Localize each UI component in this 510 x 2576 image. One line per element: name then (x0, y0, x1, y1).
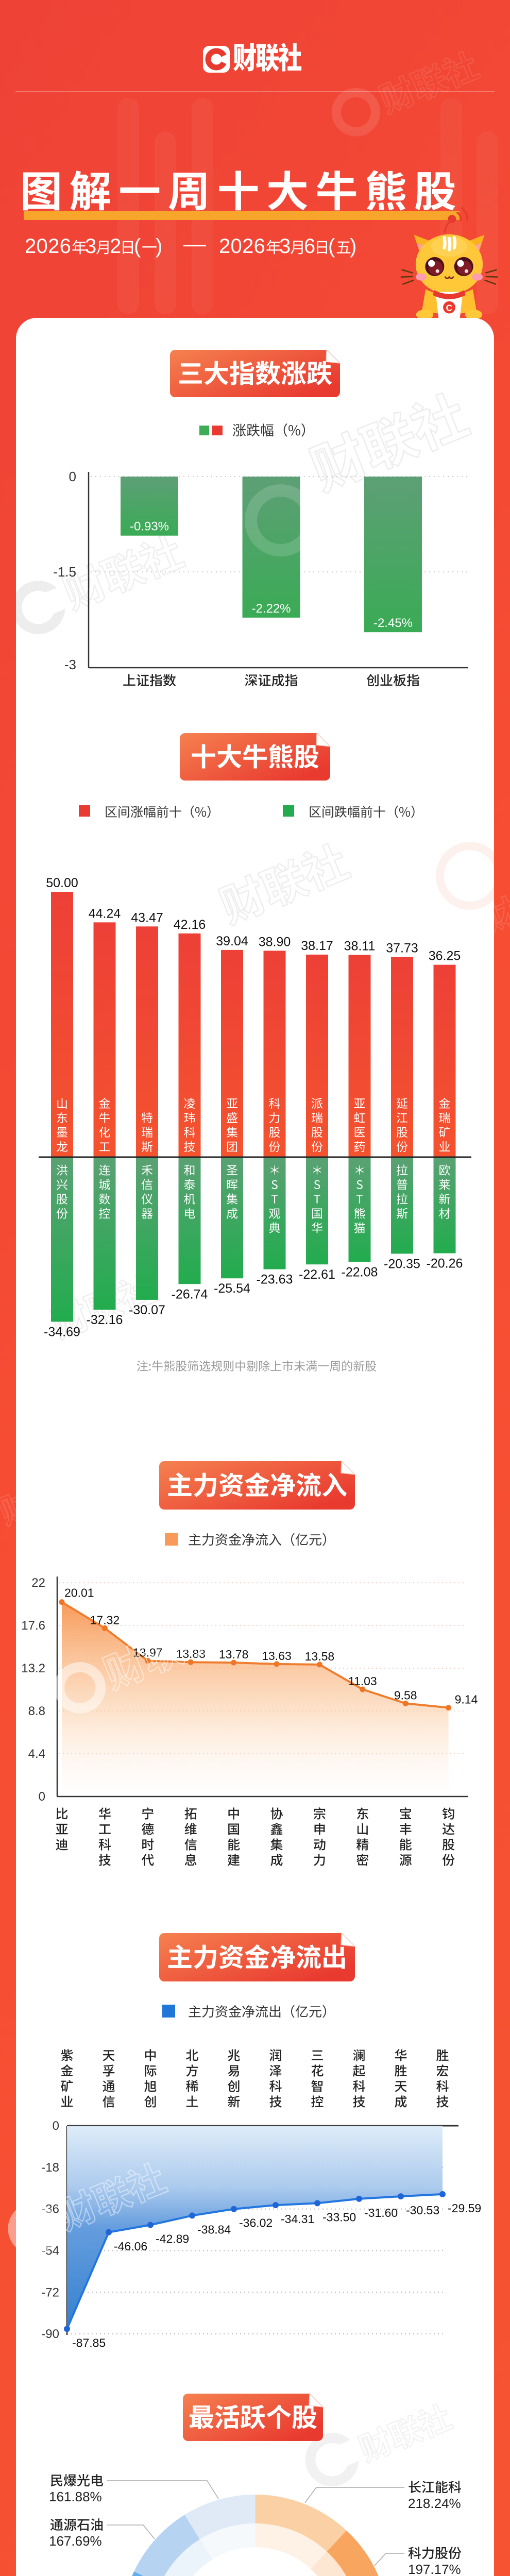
svg-text:-20.35: -20.35 (384, 1257, 420, 1271)
svg-text:-2.45%: -2.45% (373, 616, 413, 630)
svg-text:37.73: 37.73 (386, 941, 418, 955)
svg-text:13.63: 13.63 (262, 1649, 292, 1663)
svg-text:(: ( (134, 235, 141, 258)
svg-text:): ) (350, 235, 356, 258)
svg-text:3: 3 (85, 235, 96, 258)
svg-text:50.00: 50.00 (46, 876, 78, 890)
svg-text:-20.26: -20.26 (427, 1257, 463, 1271)
svg-text:39.04: 39.04 (216, 934, 248, 948)
svg-text:-3: -3 (64, 657, 76, 672)
svg-text:-22.61: -22.61 (299, 1267, 335, 1282)
svg-text:38.17: 38.17 (301, 939, 333, 953)
svg-text:38.11: 38.11 (344, 939, 376, 953)
svg-text:-34.31: -34.31 (281, 2212, 314, 2226)
svg-text:-22.08: -22.08 (342, 1265, 378, 1279)
svg-text:-36.02: -36.02 (239, 2216, 273, 2230)
svg-text:C: C (446, 303, 453, 313)
svg-text:-38.84: -38.84 (197, 2223, 231, 2236)
svg-text:-23.63: -23.63 (257, 1273, 293, 1287)
svg-text:(: ( (328, 235, 335, 258)
svg-text:-29.59: -29.59 (448, 2201, 481, 2215)
svg-text:167.69%: 167.69% (49, 2533, 102, 2549)
svg-text:13.2: 13.2 (21, 1662, 45, 1675)
svg-text:9.14: 9.14 (455, 1693, 478, 1706)
svg-text:-87.85: -87.85 (72, 2336, 106, 2349)
svg-text:0: 0 (69, 469, 76, 484)
svg-text:-0.93%: -0.93% (130, 520, 169, 534)
svg-text:13.78: 13.78 (219, 1648, 249, 1661)
svg-text:2026: 2026 (25, 235, 71, 258)
svg-text:-32.16: -32.16 (87, 1313, 123, 1327)
svg-text:-33.50: -33.50 (322, 2210, 356, 2224)
svg-text:161.88%: 161.88% (49, 2489, 102, 2504)
svg-text:17.6: 17.6 (21, 1619, 45, 1633)
svg-text:-36: -36 (41, 2202, 59, 2216)
svg-text:-26.74: -26.74 (172, 1287, 208, 1301)
svg-text:8.8: 8.8 (28, 1704, 45, 1718)
svg-text:36.25: 36.25 (429, 949, 461, 963)
svg-text:2026: 2026 (219, 235, 265, 258)
svg-text:0: 0 (39, 1790, 45, 1804)
svg-text:6: 6 (304, 235, 315, 258)
svg-text:-46.06: -46.06 (114, 2240, 147, 2253)
svg-text:197.17%: 197.17% (408, 2562, 461, 2576)
svg-text:0: 0 (53, 2119, 59, 2133)
svg-text:-72: -72 (41, 2285, 59, 2299)
svg-text:11.03: 11.03 (348, 1674, 377, 1688)
svg-text:-42.89: -42.89 (156, 2232, 189, 2246)
svg-text:2: 2 (110, 235, 121, 258)
svg-text:20.01: 20.01 (64, 1586, 94, 1600)
svg-text:42.16: 42.16 (174, 918, 206, 932)
svg-text:-54: -54 (41, 2244, 59, 2258)
svg-text:44.24: 44.24 (89, 906, 121, 921)
svg-text:-30.53: -30.53 (406, 2204, 439, 2217)
svg-text:-18: -18 (41, 2161, 59, 2175)
svg-text:-31.60: -31.60 (364, 2206, 398, 2219)
svg-text:22: 22 (31, 1576, 45, 1590)
svg-text:-2.22%: -2.22% (251, 602, 291, 616)
svg-text:4.4: 4.4 (28, 1747, 45, 1761)
svg-text:-1.5: -1.5 (53, 564, 76, 580)
svg-text:218.24%: 218.24% (408, 2496, 461, 2511)
svg-text:3: 3 (279, 235, 291, 258)
svg-text:43.47: 43.47 (131, 910, 163, 925)
svg-text:): ) (156, 235, 162, 258)
svg-text:-34.69: -34.69 (44, 1325, 80, 1339)
svg-text:-25.54: -25.54 (214, 1281, 250, 1296)
svg-text:-90: -90 (41, 2327, 59, 2341)
svg-text:13.58: 13.58 (305, 1650, 335, 1663)
svg-text:-30.07: -30.07 (129, 1303, 165, 1317)
svg-text:9.58: 9.58 (394, 1688, 417, 1702)
svg-text:38.90: 38.90 (259, 935, 291, 949)
svg-text:17.32: 17.32 (90, 1613, 120, 1626)
